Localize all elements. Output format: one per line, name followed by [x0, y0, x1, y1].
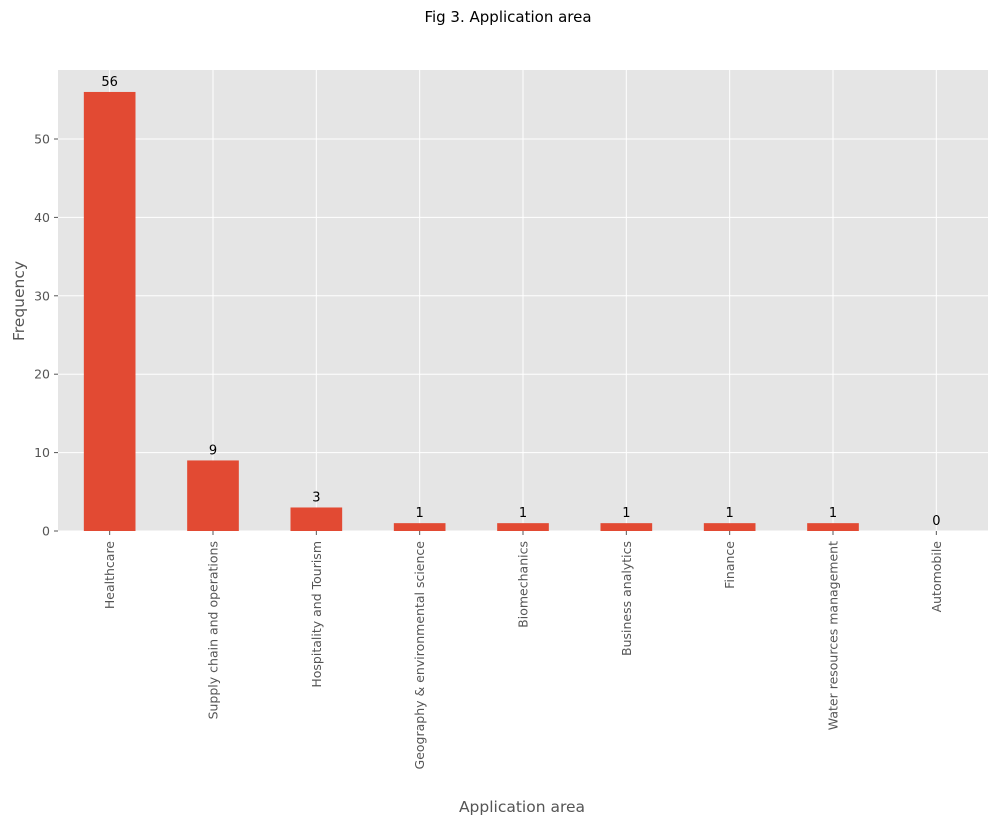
bars [83, 91, 859, 531]
data-label: 1 [519, 506, 527, 521]
bar [807, 523, 859, 531]
data-label: 1 [622, 506, 630, 521]
x-axis-ticks: Healthcare Supply chain and operations Hos… [102, 531, 944, 769]
y-tick-label: 30 [34, 288, 50, 303]
data-label: 3 [312, 490, 320, 505]
grid-lines [58, 70, 988, 532]
y-tick-label: 20 [34, 367, 50, 382]
data-label: 9 [209, 443, 217, 458]
y-tick-label: 0 [42, 524, 50, 539]
data-label: 0 [932, 514, 940, 529]
data-label: 1 [726, 506, 734, 521]
data-label: 1 [829, 506, 837, 521]
x-tick-label: Water resources management [826, 541, 841, 730]
x-tick-label: Business analytics [619, 541, 634, 656]
bar [600, 523, 653, 531]
data-label: 56 [101, 75, 118, 90]
bar [393, 523, 446, 531]
bar [187, 460, 239, 531]
y-axis-ticks: 0 10 20 30 40 50 [34, 131, 58, 539]
x-tick-label: Finance [722, 541, 737, 589]
chart-title: Fig 3. Application area [424, 8, 591, 26]
bar [290, 507, 343, 531]
x-tick-label: Healthcare [102, 541, 117, 609]
x-tick-label: Supply chain and operations [206, 541, 221, 719]
data-labels: 56 9 3 1 1 1 1 1 0 [101, 75, 940, 529]
data-label: 1 [416, 506, 424, 521]
y-tick-label: 10 [34, 445, 50, 460]
x-tick-label: Geography & environmental science [412, 541, 427, 770]
x-axis-label: Application area [459, 798, 585, 816]
bar [703, 523, 756, 531]
bar [83, 91, 136, 531]
y-tick-label: 50 [34, 131, 50, 146]
x-tick-label: Hospitality and Tourism [309, 541, 324, 688]
x-tick-label: Biomechanics [516, 541, 531, 628]
y-tick-label: 40 [34, 210, 50, 225]
y-axis-label: Frequency [10, 261, 28, 341]
bar [497, 523, 549, 531]
x-tick-label: Automobile [929, 541, 944, 613]
